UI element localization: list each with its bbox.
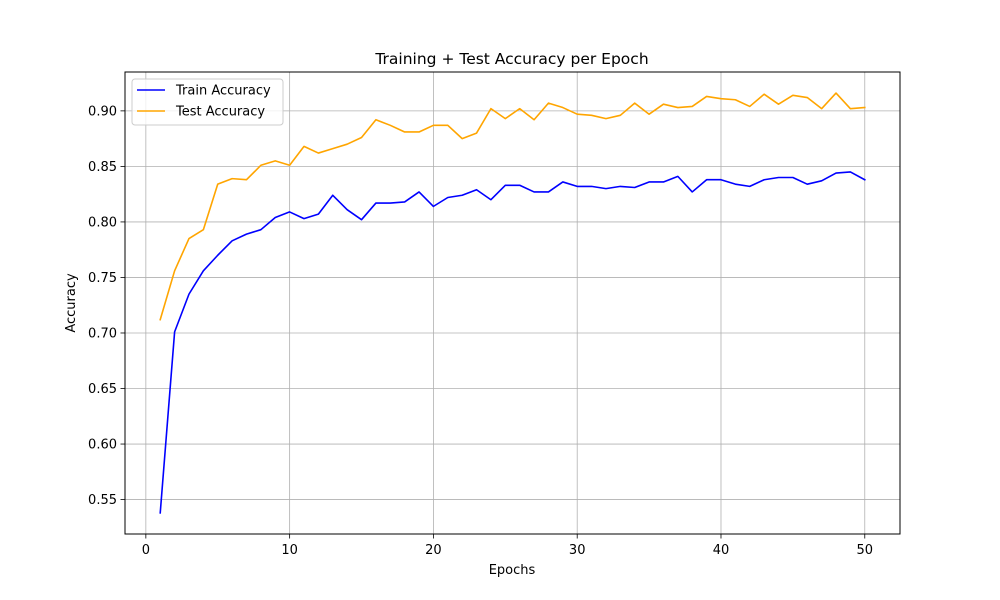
y-tick-label: 0.70 bbox=[88, 326, 117, 341]
x-tick-label: 40 bbox=[713, 543, 730, 558]
x-axis: 0 10 20 30 40 50 bbox=[142, 534, 873, 558]
y-axis: 0.55 0.60 0.65 0.70 0.75 0.80 0.85 0.90 bbox=[88, 104, 125, 508]
series-layer bbox=[159, 92, 866, 514]
x-tick-label: 30 bbox=[569, 543, 586, 558]
y-tick-label: 0.80 bbox=[88, 215, 117, 230]
chart-title: Training + Test Accuracy per Epoch bbox=[374, 50, 648, 68]
legend: Train Accuracy Test Accuracy bbox=[131, 78, 284, 126]
grid bbox=[125, 72, 900, 534]
legend-label: Test Accuracy bbox=[175, 105, 265, 120]
legend-box bbox=[131, 78, 284, 126]
x-tick-label: 20 bbox=[425, 543, 442, 558]
x-axis-label: Epochs bbox=[489, 563, 536, 578]
y-tick-label: 0.55 bbox=[88, 493, 117, 508]
y-axis-label: Accuracy bbox=[64, 273, 79, 333]
y-tick-label: 0.60 bbox=[88, 438, 117, 453]
y-tick-label: 0.85 bbox=[88, 160, 117, 175]
plot-frame bbox=[124, 71, 901, 535]
x-tick-label: 50 bbox=[856, 543, 873, 558]
y-tick-label: 0.65 bbox=[88, 382, 117, 397]
series-line-test-accuracy bbox=[159, 92, 866, 321]
y-tick-label: 0.90 bbox=[88, 104, 117, 119]
y-tick-label: 0.75 bbox=[88, 271, 117, 286]
legend-label: Train Accuracy bbox=[175, 84, 271, 99]
series-line-train-accuracy bbox=[159, 171, 866, 514]
x-tick-label: 10 bbox=[281, 543, 298, 558]
x-tick-label: 0 bbox=[142, 543, 150, 558]
